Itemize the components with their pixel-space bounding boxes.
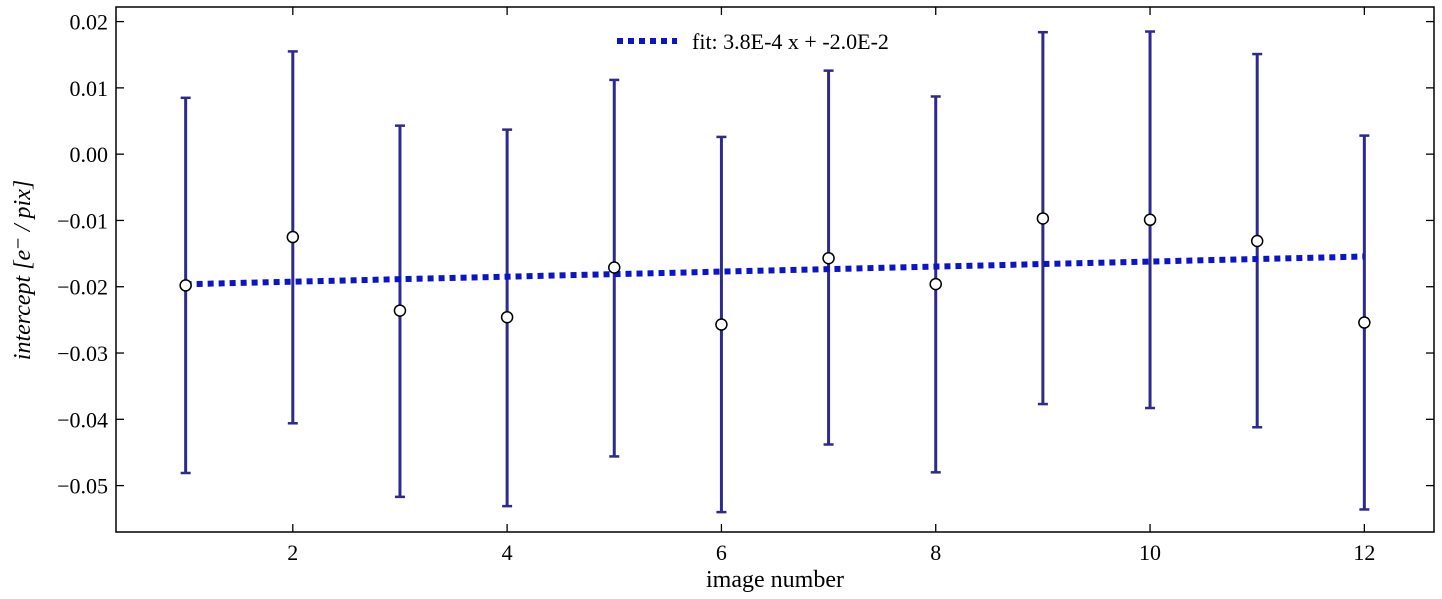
- data-point: [393, 304, 407, 317]
- ticks-layer: 2 4 6 8 10 12 −0.05 −0.04 −0.03 −0.02 −0.01 0.00 0.0…: [57, 7, 1434, 565]
- x-tick-label: 10: [1139, 540, 1161, 565]
- data-point: [929, 277, 942, 291]
- fit-line: [185, 253, 1365, 288]
- data-point: [715, 318, 728, 331]
- data-point: [1358, 316, 1371, 329]
- x-tick-label: 2: [287, 540, 298, 565]
- data-point: [286, 230, 300, 244]
- y-tick-label: −0.01: [57, 208, 108, 233]
- y-tick-label: −0.02: [57, 275, 108, 300]
- data-point: [608, 261, 621, 274]
- x-tick-label: 6: [716, 540, 727, 565]
- y-tick-label: 0.02: [70, 10, 109, 35]
- data-point: [1143, 213, 1157, 227]
- y-tick-label: −0.03: [57, 341, 108, 366]
- y-tick-label: 0.01: [70, 76, 109, 101]
- legend-label-fit: fit: 3.8E-4 x + -2.0E-2: [692, 29, 889, 54]
- y-tick-label: 0.00: [70, 142, 109, 167]
- data-point: [1250, 234, 1264, 248]
- y-axis-label: intercept [e⁻ / pix]: [10, 180, 36, 360]
- plot-frame: [115, 6, 1435, 533]
- x-tick-label: 12: [1353, 540, 1375, 565]
- x-tick-label: 8: [930, 540, 941, 565]
- data-point: [179, 279, 192, 292]
- data-point: [822, 251, 835, 265]
- data-point: [500, 310, 514, 324]
- y-tick-label: −0.05: [57, 474, 108, 499]
- data-point: [1036, 212, 1050, 225]
- x-tick-label: 4: [502, 540, 513, 565]
- legend: fit: 3.8E-4 x + -2.0E-2: [617, 29, 889, 54]
- y-tick-label: −0.04: [57, 407, 108, 432]
- x-axis-label: image number: [706, 567, 844, 593]
- marks-layer: [179, 30, 1371, 514]
